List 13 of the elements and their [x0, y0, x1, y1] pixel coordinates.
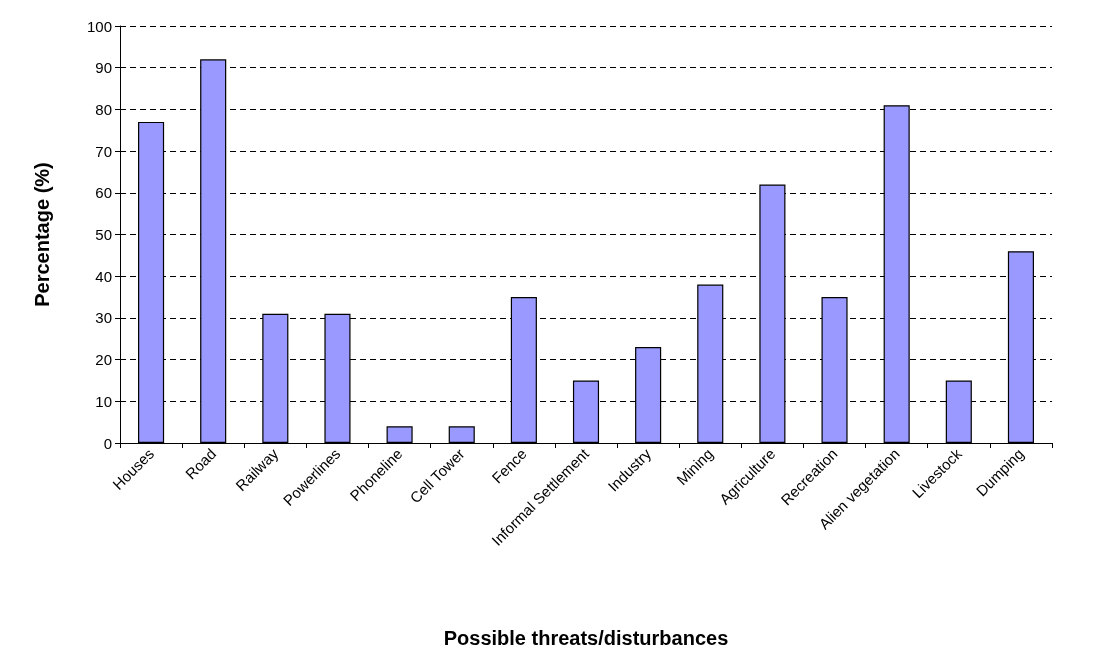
y-tick-label: 50: [95, 226, 112, 243]
y-tick-label: 100: [86, 17, 112, 35]
y-tick-label: 40: [95, 267, 112, 285]
x-axis-title: Possible threats/disturbances: [443, 627, 729, 649]
y-tick-label: 90: [95, 59, 112, 77]
y-tick-label: 20: [95, 351, 112, 369]
y-tick-label: 60: [95, 184, 112, 202]
y-tick-label: 10: [95, 392, 112, 410]
y-tick-label: 30: [95, 309, 112, 327]
y-tick-label: 0: [103, 434, 112, 452]
y-tick-label: 70: [95, 142, 112, 160]
y-tick-label: 80: [95, 100, 112, 118]
y-axis-title: Percentage (%): [31, 162, 53, 307]
